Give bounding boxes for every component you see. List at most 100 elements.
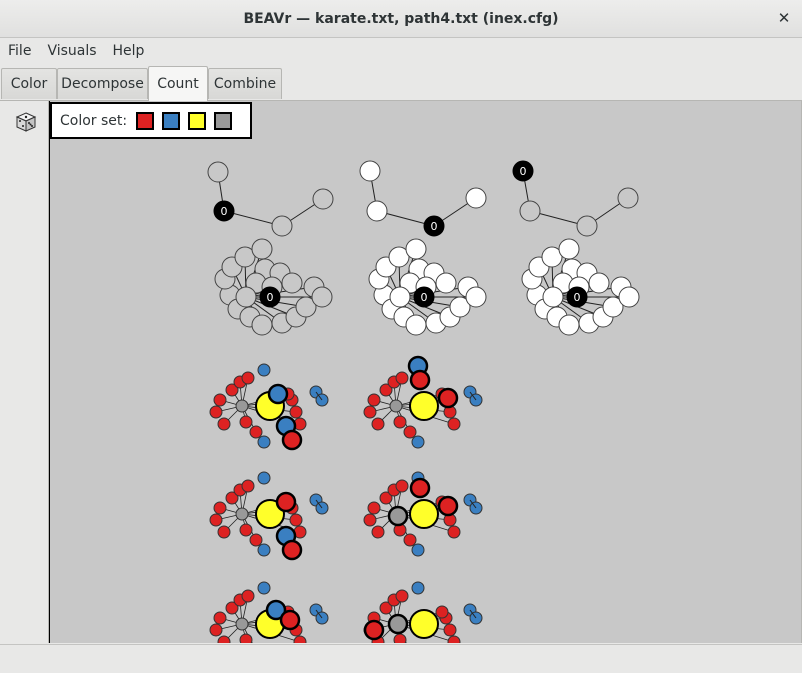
node-label: 0 xyxy=(267,291,274,304)
graph-node xyxy=(363,405,377,419)
graph-node xyxy=(393,633,407,643)
graph-node xyxy=(363,619,385,641)
graph-node xyxy=(217,635,231,643)
graph-node xyxy=(387,613,409,635)
menu-help[interactable]: Help xyxy=(112,43,145,59)
tab-bar: Color Decompose Count Combine xyxy=(0,66,802,101)
graph-node xyxy=(371,525,385,539)
graph-node xyxy=(409,499,439,529)
graph-canvas[interactable]: 0 0 0 0 0 0 xyxy=(49,101,802,643)
dice-icon[interactable] xyxy=(15,111,37,133)
graph-node xyxy=(405,238,427,260)
graph-edge xyxy=(315,391,323,401)
node-label: 0 xyxy=(520,165,527,178)
color-swatch-yellow[interactable] xyxy=(188,111,207,130)
graph-node xyxy=(235,286,257,308)
graph-node xyxy=(443,623,457,637)
tab-decompose[interactable]: Decompose xyxy=(57,68,148,99)
graph-node xyxy=(213,200,235,222)
tab-color[interactable]: Color xyxy=(1,68,57,99)
graph-node xyxy=(249,533,263,547)
graph-node xyxy=(447,525,461,539)
graph-node xyxy=(465,286,487,308)
node-label: 0 xyxy=(574,291,581,304)
graph-node xyxy=(423,215,445,237)
graph-edge xyxy=(469,499,477,509)
graph-node xyxy=(409,609,439,639)
graph-node xyxy=(558,314,580,336)
graph-node xyxy=(618,286,640,308)
graph-node xyxy=(411,581,425,595)
graph-node xyxy=(293,635,307,643)
color-set-label: Color set: xyxy=(60,112,128,129)
tab-count[interactable]: Count xyxy=(148,66,208,101)
graph-node xyxy=(257,543,271,557)
graph-node xyxy=(257,581,271,595)
graph-node xyxy=(409,477,431,499)
graph-node xyxy=(225,491,239,505)
status-bar xyxy=(0,644,802,673)
graph-node xyxy=(387,505,409,527)
graph-node xyxy=(213,611,227,625)
graph-node xyxy=(388,246,410,268)
color-swatch-red[interactable] xyxy=(136,111,155,130)
graph-node xyxy=(281,429,303,451)
menu-file[interactable]: File xyxy=(8,43,32,59)
graph-node xyxy=(255,499,285,529)
color-swatch-gray[interactable] xyxy=(214,111,233,130)
graph-node xyxy=(289,513,303,527)
graph-node xyxy=(225,383,239,397)
graph-node xyxy=(379,491,393,505)
graph-node xyxy=(235,399,249,413)
menu-visuals[interactable]: Visuals xyxy=(47,43,97,59)
graph-node xyxy=(251,314,273,336)
graph-node xyxy=(403,533,417,547)
graph-node xyxy=(379,383,393,397)
graph-node xyxy=(209,623,223,637)
graph-node xyxy=(541,246,563,268)
graph-edge xyxy=(315,499,323,509)
graph-node xyxy=(403,425,417,439)
graph-node xyxy=(281,539,303,561)
graph-node xyxy=(617,187,639,209)
graph-node xyxy=(207,161,229,183)
graph-edge xyxy=(315,609,323,619)
graph-node xyxy=(249,425,263,439)
graph-node xyxy=(209,513,223,527)
graph-node xyxy=(217,417,231,431)
window-title: BEAVr — karate.txt, path4.txt (inex.cfg) xyxy=(243,10,559,27)
graph-node xyxy=(395,371,409,385)
graph-node xyxy=(371,417,385,431)
graph-node xyxy=(311,286,333,308)
graph-node xyxy=(279,609,301,631)
graph-node xyxy=(213,393,227,407)
graph-node xyxy=(566,286,588,308)
graph-node xyxy=(239,633,253,643)
graph-panels: 0 0 0 0 0 0 xyxy=(207,160,640,643)
graph-node xyxy=(241,371,255,385)
graph-node xyxy=(275,491,297,513)
color-swatch-blue[interactable] xyxy=(162,111,181,130)
graph-node xyxy=(312,188,334,210)
graph-node xyxy=(235,617,249,631)
title-bar: BEAVr — karate.txt, path4.txt (inex.cfg)… xyxy=(0,0,802,38)
graph-node xyxy=(411,543,425,557)
graph-node xyxy=(409,391,439,421)
graph-node xyxy=(449,296,471,318)
graph-node xyxy=(241,589,255,603)
graph-node xyxy=(576,215,598,237)
graph-node xyxy=(435,605,449,619)
graph-node xyxy=(213,501,227,515)
graph-node xyxy=(363,513,377,527)
graph-node xyxy=(447,635,461,643)
graph-node xyxy=(393,415,407,429)
tab-combine[interactable]: Combine xyxy=(208,68,282,99)
graph-node xyxy=(405,314,427,336)
graph-node xyxy=(235,507,249,521)
close-button[interactable]: ✕ xyxy=(774,8,794,28)
graph-node xyxy=(295,296,317,318)
graph-node xyxy=(217,525,231,539)
graph-node xyxy=(241,479,255,493)
graph-node xyxy=(239,415,253,429)
graph-node xyxy=(359,160,381,182)
